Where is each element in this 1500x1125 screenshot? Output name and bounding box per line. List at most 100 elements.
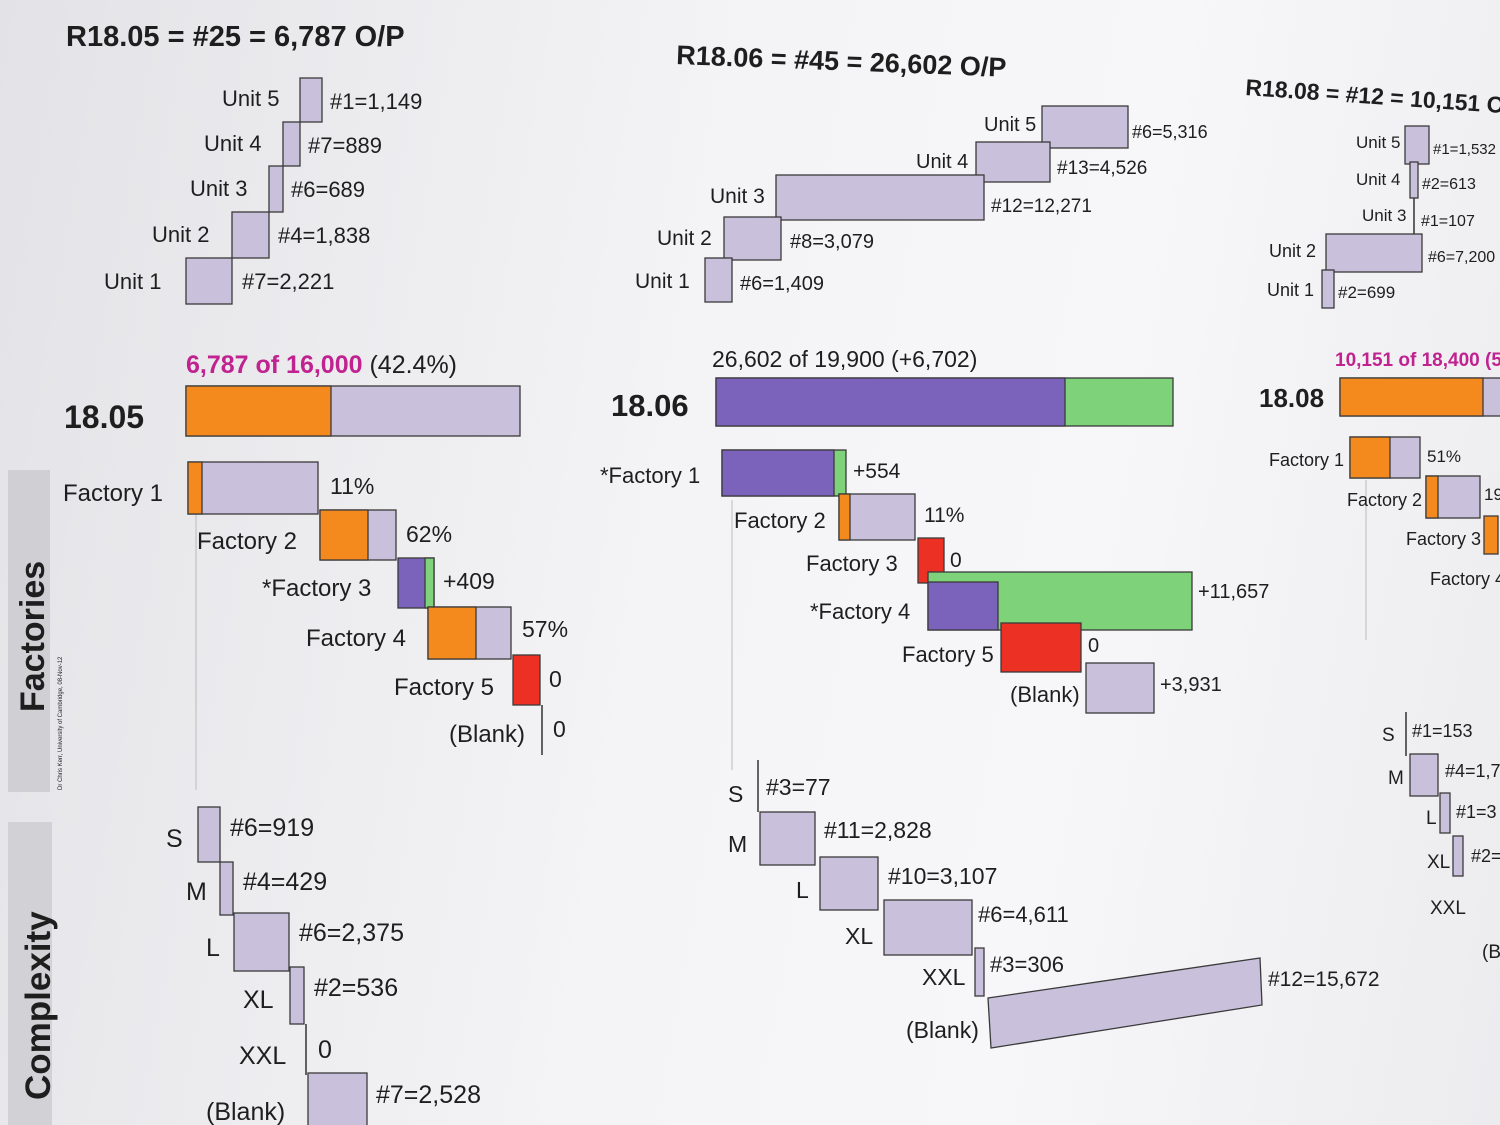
complexity-waterfall: S #6=919 M #4=429 L #6=2,375 XL #2=536 X…	[166, 806, 481, 1125]
unit-label: Unit 5	[1356, 133, 1400, 152]
complexity-waterfall: S #1=153 M #4=1,7 L #1=3 XL #2= XXL (B	[1382, 712, 1500, 963]
factories-tab	[8, 470, 50, 792]
factory-value: +3,931	[1160, 674, 1222, 696]
progress-bar	[715, 377, 1174, 427]
factory-value: 57%	[522, 616, 568, 642]
complexity-label: (Blank)	[906, 1017, 979, 1043]
factory-value: +409	[443, 568, 495, 594]
unit-bar	[282, 121, 301, 167]
unit-label: Unit 1	[1267, 280, 1314, 300]
unit-value: #2=613	[1422, 176, 1476, 193]
unit-bar	[1404, 125, 1430, 165]
factory-waterfall: *Factory 1 +554 Factory 2 11% Factory 3 …	[600, 449, 1269, 714]
factory-value: 51%	[1427, 447, 1461, 466]
complexity-label: XXL	[239, 1042, 286, 1070]
unit-value: #1=1,532	[1433, 141, 1496, 158]
unit-label: Unit 4	[204, 131, 261, 156]
complexity-value: #2=536	[314, 974, 398, 1002]
unit-bar	[299, 77, 323, 123]
complexity-label: XL	[243, 986, 274, 1014]
factory-value: 0	[549, 666, 562, 692]
unit-label: Unit 2	[657, 227, 712, 250]
unit-bar	[1409, 161, 1419, 199]
unit-label: Unit 1	[104, 269, 161, 294]
panel-r1806: R18.06 = #45 = 26,602 O/P Unit 5 #6=5,31…	[600, 40, 1380, 1049]
unit-label: Unit 1	[635, 270, 690, 293]
complexity-label: XXL	[1430, 898, 1466, 919]
unit-label: Unit 2	[1269, 241, 1316, 261]
factory-value: +11,657	[1198, 581, 1269, 603]
unit-value: #6=7,200	[1428, 249, 1495, 266]
factory-label: Factory 4	[306, 625, 406, 652]
release-code: 18.05	[64, 399, 144, 435]
complexity-value: #2=	[1471, 846, 1500, 866]
complexity-waterfall: S #3=77 M #11=2,828 L #10=3,107 XL #6=4,…	[728, 760, 1380, 1049]
unit-label: Unit 3	[1362, 206, 1406, 225]
factory-waterfall: Factory 1 51% Factory 2 19 Factory 3 Fac…	[1269, 436, 1500, 589]
unit-bar	[185, 257, 233, 305]
factory-label: Factory 3	[806, 551, 898, 576]
unit-value: #2=699	[1338, 283, 1395, 302]
unit-waterfall: Unit 5 #6=5,316 Unit 4 #13=4,526 Unit 3 …	[635, 105, 1208, 303]
factory-label: *Factory 4	[810, 599, 910, 624]
complexity-label: M	[1388, 768, 1404, 789]
target-summary: 6,787 of 16,000 (42.4%)	[186, 351, 457, 379]
unit-label: Unit 5	[222, 86, 279, 111]
unit-label: Unit 3	[190, 176, 247, 201]
complexity-value: 0	[318, 1036, 332, 1064]
factory-label: (Blank)	[1010, 682, 1080, 707]
complexity-label: (B	[1482, 942, 1500, 963]
release-code: 18.08	[1259, 383, 1324, 413]
complexity-label: XL	[845, 923, 873, 949]
factory-label: *Factory 1	[600, 463, 700, 488]
complexity-label: S	[166, 825, 183, 853]
complexity-value: #6=4,611	[978, 902, 1069, 927]
unit-label: Unit 4	[1356, 170, 1400, 189]
complexity-label: M	[186, 878, 207, 906]
factory-label: Factory 1	[63, 480, 163, 507]
unit-bar	[775, 174, 985, 221]
factory-label: Factory 3	[1406, 529, 1481, 549]
target-summary: 26,602 of 19,900 (+6,702)	[712, 346, 977, 372]
complexity-label: L	[796, 877, 809, 903]
complexity-label: XL	[1427, 852, 1450, 873]
complexity-label: M	[728, 831, 747, 857]
factory-value: 0	[553, 716, 566, 742]
complexity-tab-label: Complexity	[19, 911, 58, 1100]
progress-bar	[1339, 377, 1500, 417]
factory-value: 62%	[406, 521, 452, 547]
complexity-label: (Blank)	[206, 1098, 285, 1125]
factory-value: +554	[853, 460, 901, 483]
unit-label: Unit 4	[916, 151, 968, 173]
unit-bar	[268, 165, 284, 213]
target-summary: 10,151 of 18,400 (5	[1335, 350, 1500, 371]
unit-label: Unit 2	[152, 222, 209, 247]
unit-value: #12=12,271	[991, 196, 1092, 217]
unit-value: #7=889	[308, 133, 382, 158]
complexity-value: #1=3	[1456, 802, 1497, 822]
unit-label: Unit 3	[710, 185, 765, 208]
unit-bar	[1041, 105, 1129, 149]
unit-bar	[704, 257, 733, 303]
factory-label: Factory 1	[1269, 450, 1344, 470]
complexity-value: #11=2,828	[824, 817, 932, 843]
factory-label: *Factory 3	[262, 575, 371, 602]
unit-bar	[1325, 233, 1423, 273]
credit-line: Dr Chris Kerr, University of Cambridge, …	[58, 656, 64, 790]
factory-value: 0	[1088, 635, 1099, 657]
factory-label: Factory 2	[197, 528, 297, 555]
complexity-value: #10=3,107	[888, 863, 997, 889]
unit-value: #4=1,838	[278, 223, 370, 248]
complexity-label: L	[206, 934, 220, 962]
unit-value: #8=3,079	[790, 231, 874, 253]
panel-title: R18.08 = #12 = 10,151 O	[1245, 74, 1500, 118]
complexity-value: #6=919	[230, 814, 314, 842]
progress-bar	[185, 385, 521, 437]
unit-value: #1=107	[1421, 213, 1475, 230]
panel-title: R18.05 = #25 = 6,787 O/P	[66, 21, 405, 53]
complexity-value: #4=429	[243, 868, 327, 896]
unit-bar	[975, 141, 1051, 183]
unit-bar	[723, 216, 782, 261]
release-code: 18.06	[611, 388, 689, 423]
